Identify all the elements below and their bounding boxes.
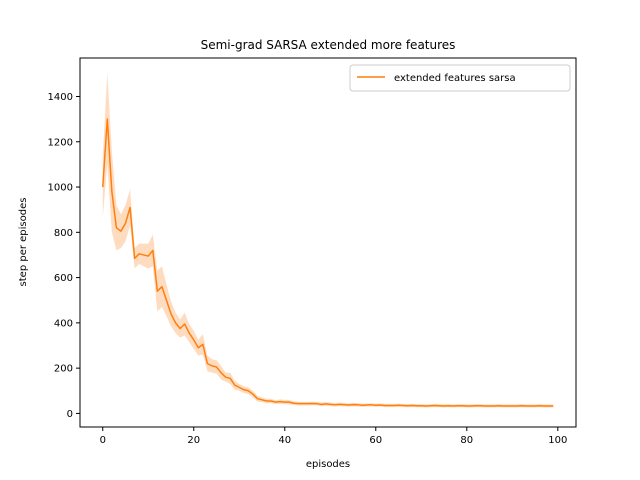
y-tick-label: 200	[54, 364, 73, 375]
chart-title: Semi-grad SARSA extended more features	[201, 38, 456, 52]
x-tick-label: 60	[369, 435, 382, 446]
x-tick-label: 100	[548, 435, 567, 446]
y-tick-label: 0	[67, 409, 73, 420]
series-line-layer	[102, 118, 554, 407]
y-tick-label: 1200	[48, 137, 73, 148]
legend: extended features sarsa	[349, 64, 571, 92]
legend-label: extended features sarsa	[394, 73, 516, 84]
y-tick-label: 800	[54, 228, 73, 239]
y-tick-label: 1000	[48, 183, 73, 194]
x-axis-ticks: 0 20 40 60 80 100	[100, 427, 567, 446]
x-tick-label: 80	[460, 435, 473, 446]
x-tick-label: 40	[278, 435, 291, 446]
plot-frame	[79, 57, 577, 428]
y-tick-label: 600	[54, 273, 73, 284]
series-0-confidence-band	[102, 72, 554, 408]
x-tick-label: 20	[187, 435, 200, 446]
y-tick-label: 1400	[48, 92, 73, 103]
y-axis-ticks: 0 200 400 600 800 1000 1200 1400	[48, 92, 80, 420]
x-tick-label: 0	[100, 435, 106, 446]
y-axis-label: step per episodes	[18, 198, 29, 287]
x-axis-label: episodes	[306, 459, 350, 470]
y-tick-label: 400	[54, 318, 73, 329]
series-0-line	[102, 118, 554, 407]
legend-box	[349, 64, 571, 92]
confidence-band-layer	[102, 72, 554, 408]
